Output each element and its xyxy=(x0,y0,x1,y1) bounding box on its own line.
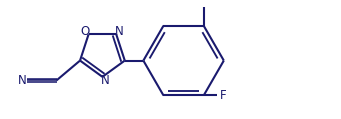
Text: F: F xyxy=(220,89,226,102)
Text: O: O xyxy=(80,25,89,38)
Text: N: N xyxy=(115,25,124,38)
Text: N: N xyxy=(18,74,27,87)
Text: N: N xyxy=(101,74,109,87)
